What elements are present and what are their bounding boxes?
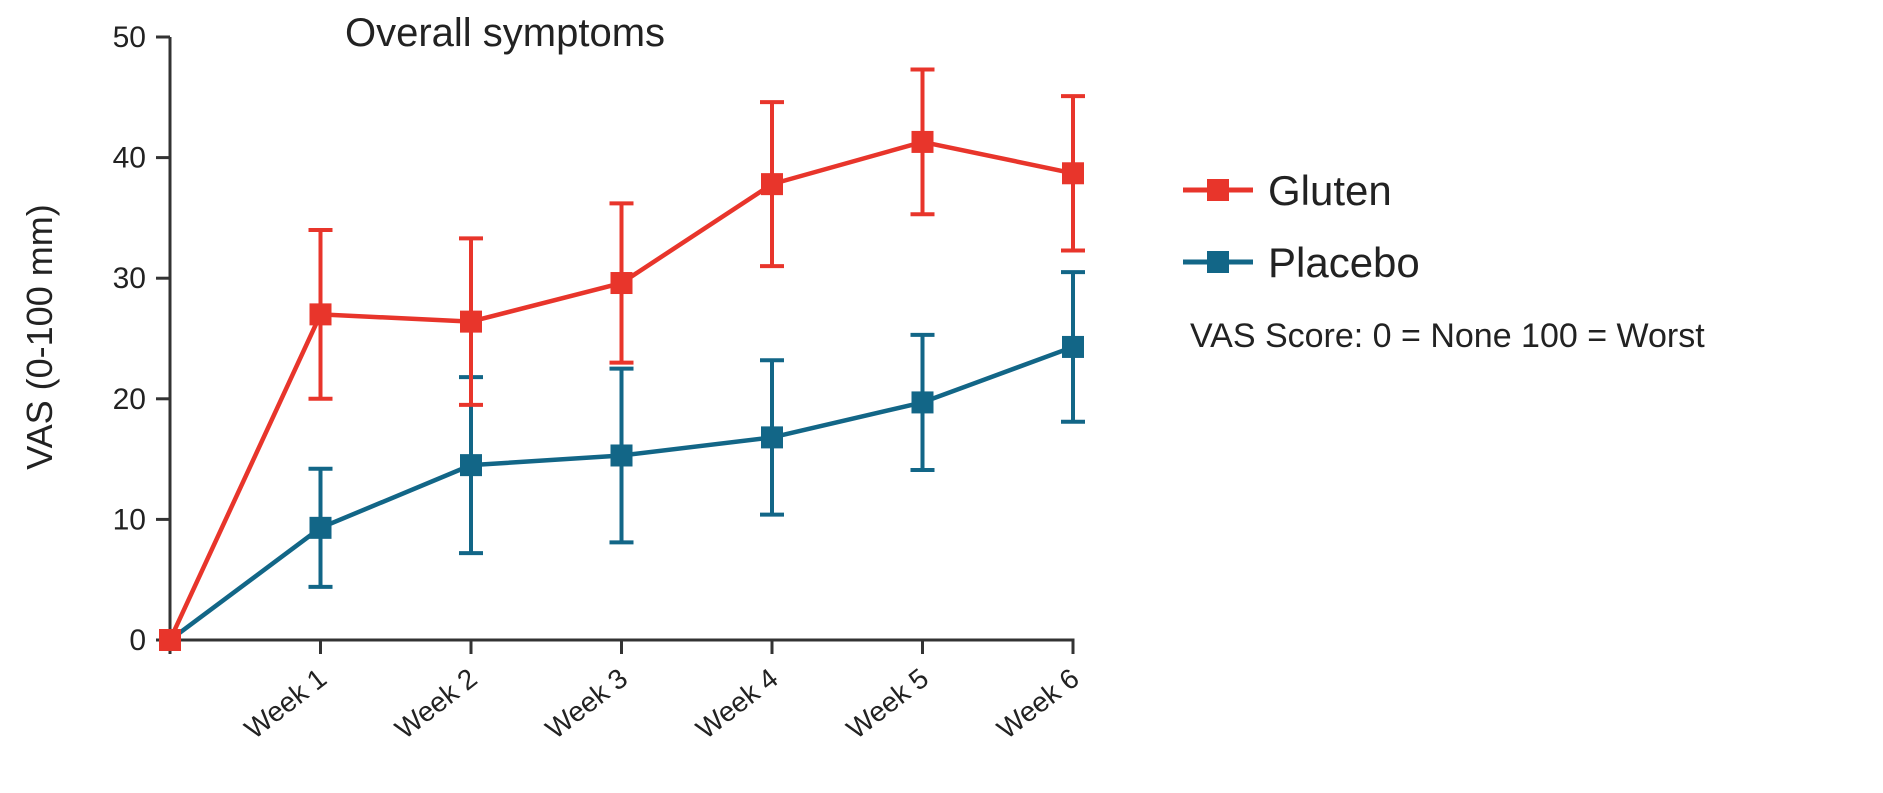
- y-tick-label: 40: [113, 142, 146, 175]
- legend-label: Placebo: [1268, 239, 1420, 286]
- legend: Gluten Placebo: [1183, 167, 1420, 286]
- x-tick-label: Week 2: [389, 662, 482, 745]
- y-tick-label: 0: [129, 624, 146, 657]
- series-layer: [159, 67, 1085, 651]
- y-tick-label: 50: [113, 21, 146, 54]
- y-tick-label: 30: [113, 262, 146, 295]
- data-point: [309, 303, 332, 326]
- y-tick-label: 10: [113, 503, 146, 536]
- data-point: [761, 173, 783, 196]
- legend-marker: [1207, 251, 1229, 273]
- series-gluten: [159, 67, 1085, 651]
- x-ticks: Week 1 Week 2 Week 3 Week 4 Week 5 Week 6: [168, 640, 1085, 745]
- legend-marker: [1207, 179, 1229, 201]
- data-point: [1062, 335, 1084, 358]
- x-tick-label: Week 1: [239, 662, 332, 745]
- data-point: [911, 391, 934, 414]
- data-point: [159, 629, 181, 651]
- legend-item-placebo: Placebo: [1183, 239, 1420, 286]
- data-point: [911, 130, 934, 153]
- legend-label: Gluten: [1268, 167, 1392, 214]
- legend-item-gluten: Gluten: [1183, 167, 1392, 214]
- y-ticks: 0 10 20 30 40 50: [113, 21, 170, 657]
- vas-score-note: VAS Score: 0 = None 100 = Worst: [1190, 317, 1705, 355]
- data-point: [1062, 162, 1084, 185]
- x-tick-label: Week 4: [690, 662, 783, 745]
- y-axis-label: VAS (0-100 mm): [19, 204, 60, 469]
- data-point: [460, 454, 482, 477]
- y-tick-label: 20: [113, 383, 146, 416]
- x-tick-label: Week 3: [540, 662, 633, 745]
- data-point: [761, 426, 783, 449]
- chart-title: Overall symptoms: [345, 11, 665, 55]
- x-tick-label: Week 6: [991, 662, 1084, 745]
- data-point: [610, 444, 633, 467]
- data-point: [460, 310, 482, 333]
- x-tick-label: Week 5: [841, 662, 934, 745]
- data-point: [309, 516, 332, 539]
- data-point: [610, 272, 633, 295]
